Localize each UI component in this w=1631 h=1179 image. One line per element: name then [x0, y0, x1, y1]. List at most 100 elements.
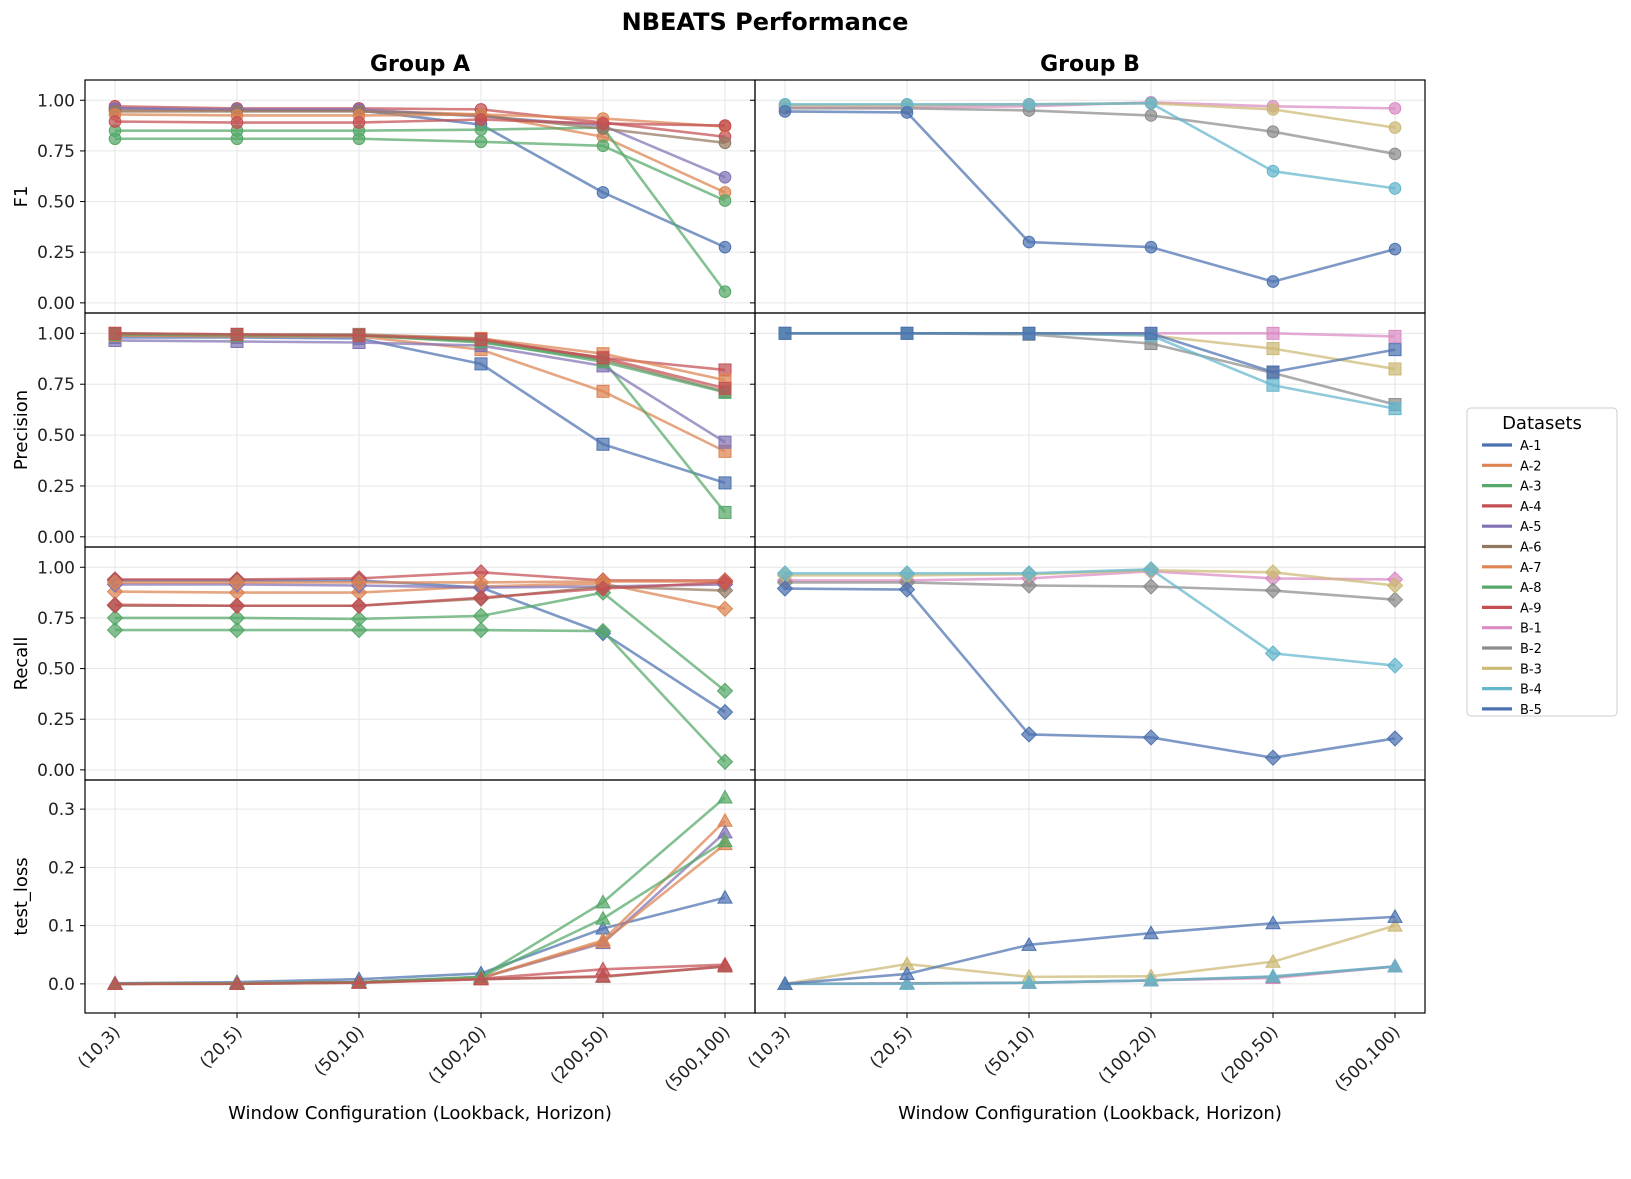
data-point-A-9-f1-1	[230, 116, 244, 129]
data-point-A-2-test_loss-5	[717, 812, 733, 827]
series-line-A-3-recall	[115, 591, 726, 692]
data-point-B-1-precision-5	[1388, 329, 1402, 343]
series-line-B-4-precision	[785, 332, 1396, 410]
y-axis-label-recall: Recall	[11, 637, 32, 691]
data-point-A-1-f1-4	[596, 186, 610, 199]
data-point-A-9-f1-2	[352, 116, 366, 129]
series-line-B-5-test_loss	[784, 915, 1396, 986]
data-point-B-5-recall-3	[1142, 729, 1160, 746]
data-point-A-3-test_loss-5	[717, 789, 733, 804]
y-tick-label: 0.75	[37, 142, 75, 162]
data-point-A-1-precision-3	[474, 357, 488, 371]
data-point-A-3-recall-5	[716, 682, 734, 700]
series-line-A-7-recall	[115, 580, 725, 584]
x-tick-label: (10,3)	[74, 1022, 124, 1072]
x-axis-label: Window Configuration (Lookback, Horizon)	[898, 1103, 1282, 1124]
series-line-A-4-recall	[115, 571, 725, 582]
data-point-A-9-test_loss-3	[473, 971, 489, 986]
data-point-A-9-precision-3	[474, 332, 488, 346]
legend-label-B-4: B-4	[1520, 683, 1542, 698]
data-point-A-1-recall-5	[716, 703, 734, 721]
data-point-A-9-recall-5	[716, 574, 734, 591]
legend-label-B-5: B-5	[1520, 703, 1542, 718]
data-point-B-5-recall-1	[898, 581, 916, 598]
data-point-B-2-recall-3	[1142, 578, 1160, 595]
data-point-B-5-test_loss-0	[777, 975, 793, 990]
data-point-A-5-precision-5	[718, 435, 732, 449]
x-tick-label: (100,20)	[1095, 1022, 1161, 1088]
y-axis-label-precision: Precision	[11, 390, 32, 470]
series-line-A-6-f1	[115, 110, 726, 145]
data-point-B-5-precision-3	[1144, 326, 1158, 340]
data-point-B-1-f1-5	[1388, 102, 1402, 115]
data-point-A-9-f1-3	[474, 113, 488, 126]
x-tick-label: (200,50)	[547, 1022, 613, 1088]
series-line-A-2-test_loss	[114, 819, 726, 986]
y-tick-label: 1.00	[37, 91, 75, 111]
data-point-B-4-recall-1	[898, 565, 916, 582]
data-point-A-3-recall-3	[472, 607, 490, 625]
y-axis-label-test_loss: test_loss	[11, 857, 32, 935]
data-point-A-6-f1-5	[718, 136, 732, 150]
y-tick-label: 1.00	[37, 324, 75, 344]
x-tick-label: (50,10)	[311, 1022, 369, 1080]
series-line-A-9-f1	[114, 118, 726, 127]
data-point-B-5-precision-2	[1022, 326, 1036, 340]
series-line-A-9-precision	[114, 332, 726, 390]
series-line-A-8-recall	[115, 628, 726, 763]
data-point-A-7-recall-0	[106, 574, 124, 591]
data-point-A-9-f1-0	[108, 115, 122, 128]
series-line-A-9-test_loss	[115, 965, 726, 986]
data-point-B-4-f1-5	[1388, 182, 1402, 195]
series-line-B-2-recall	[785, 581, 1396, 601]
data-point-B-4-recall-5	[1386, 657, 1404, 674]
data-point-A-8-recall-4	[594, 622, 612, 640]
series-line-B-1-recall	[785, 570, 1396, 582]
data-point-B-1-precision-4	[1266, 326, 1280, 340]
column-title-group-a: Group A	[370, 52, 470, 77]
data-point-B-5-test_loss-4	[1265, 915, 1281, 930]
data-point-A-3-test_loss-4	[595, 894, 611, 909]
panel-group-b-recall	[750, 546, 1426, 785]
series-line-B-4-test_loss	[785, 965, 1396, 986]
data-point-B-5-test_loss-3	[1143, 925, 1159, 940]
data-point-B-3-f1-5	[1388, 121, 1402, 134]
legend-label-A-8: A-8	[1520, 581, 1542, 596]
data-point-B-4-precision-5	[1388, 402, 1402, 416]
data-point-A-9-test_loss-2	[351, 974, 367, 989]
data-point-A-9-test_loss-1	[229, 975, 245, 990]
series-line-B-3-test_loss	[784, 924, 1396, 986]
data-point-B-5-recall-4	[1264, 749, 1282, 766]
data-point-A-7-test_loss-4	[595, 933, 611, 948]
data-point-A-9-recall-2	[350, 597, 368, 614]
data-point-A-9-precision-2	[352, 328, 366, 342]
y-tick-label: 0.50	[37, 660, 75, 680]
data-point-A-9-precision-4	[596, 351, 610, 365]
data-point-A-3-f1-5	[718, 285, 732, 299]
data-point-B-3-test_loss-4	[1265, 953, 1281, 968]
data-point-A-1-test_loss-5	[717, 889, 733, 904]
data-point-B-4-f1-4	[1266, 164, 1280, 178]
series-line-A-8-test_loss	[114, 840, 726, 986]
legend-label-A-9: A-9	[1520, 601, 1542, 616]
data-point-A-9-recall-3	[472, 589, 490, 606]
data-point-B-5-test_loss-1	[899, 965, 915, 980]
series-line-B-4-f1	[785, 102, 1396, 190]
data-point-B-4-test_loss-5	[1387, 958, 1403, 973]
data-point-B-3-precision-4	[1266, 342, 1280, 356]
data-point-B-5-f1-5	[1388, 242, 1402, 256]
y-tick-label: 0.50	[37, 193, 75, 213]
legend-label-A-1: A-1	[1520, 439, 1542, 454]
data-point-A-9-test_loss-4	[595, 968, 611, 983]
data-point-B-4-test_loss-3	[1143, 972, 1159, 987]
data-point-B-5-f1-2	[1022, 235, 1036, 249]
x-tick-label: (500,100)	[1331, 1022, 1404, 1095]
data-point-B-5-recall-2	[1020, 726, 1038, 743]
y-tick-label: 0.3	[48, 800, 75, 820]
legend-label-B-1: B-1	[1520, 622, 1542, 637]
y-tick-label: 0.75	[37, 375, 75, 395]
data-point-A-9-precision-0	[108, 326, 122, 340]
chart-panels: Group A 0.00 0.25 0.50 0.75 1.00 F1 0.00 0.25 0.5…	[11, 52, 1426, 1124]
data-point-A-9-test_loss-0	[107, 975, 123, 990]
y-tick-label: 0.50	[37, 426, 75, 446]
